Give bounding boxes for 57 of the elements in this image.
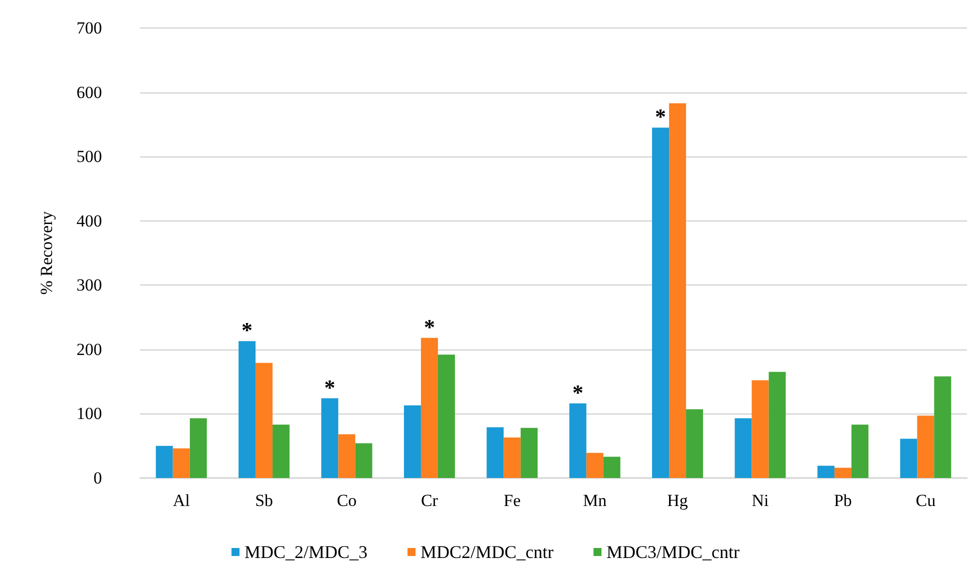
bar [238,341,256,478]
bar [900,438,918,478]
legend-label: MDC_2/MDC_3 [244,542,368,562]
bar [817,466,834,478]
bar [156,446,173,478]
bar [917,416,934,478]
bar [172,448,190,478]
x-tick-label: Cr [420,491,438,510]
data-label: * [572,380,584,405]
data-label: * [242,318,253,343]
bar [768,372,786,478]
bar [934,376,952,478]
bar [834,468,852,478]
bar [734,418,752,478]
y-axis-title: % Recovery [37,210,56,295]
x-tick-label: Ni [752,491,770,510]
data-label: * [655,104,666,130]
data-label: * [324,374,336,400]
y-tick-label: 200 [76,340,102,359]
x-tick-label: Cu [916,491,936,510]
bar [652,128,670,478]
y-tick-label: 300 [76,276,102,295]
bar [486,427,504,478]
bar [686,409,704,478]
x-tick-label: Sb [255,491,274,510]
bar [321,398,338,478]
data-label: * [424,314,435,340]
legend-label: MDC2/MDC_cntr [420,542,554,562]
bar [256,362,273,478]
y-tick-label: 700 [76,18,102,38]
x-tick-label: Al [172,491,190,510]
x-tick-label: Fe [504,491,521,510]
x-tick-label: Pb [834,491,852,510]
y-tick-label: 100 [76,404,102,424]
x-tick-label: Co [336,491,357,510]
bar [420,338,438,478]
bar [190,418,207,478]
y-tick-label: 400 [76,211,102,230]
bar [851,424,868,478]
bar [752,380,769,478]
y-tick-label: 500 [76,147,102,166]
bar [520,428,538,478]
bar [669,103,686,478]
legend-label: MDC3/MDC_cntr [606,542,740,562]
bar [586,452,604,478]
bar [355,443,372,478]
x-tick-label: Mn [583,491,608,510]
bar [404,405,421,478]
bar [504,438,521,478]
bar [338,434,356,478]
x-tick-label: Hg [667,491,688,510]
bar [438,354,455,478]
y-tick-label: 0 [94,468,102,488]
y-tick-label: 600 [76,82,102,102]
bar [569,403,586,478]
bar [603,456,620,478]
bar [272,424,290,478]
